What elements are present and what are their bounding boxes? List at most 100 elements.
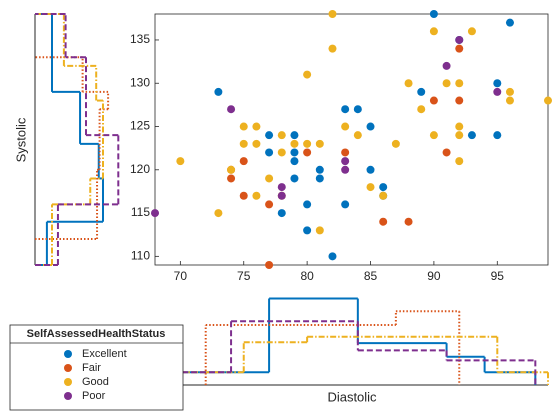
scatter-point (366, 122, 375, 131)
legend-marker (64, 364, 72, 372)
scatter-point (353, 131, 362, 140)
scatter-point (277, 148, 286, 157)
scatter-point (353, 105, 362, 114)
y-tick-label: 125 (130, 119, 150, 133)
plot-frame (154, 13, 549, 266)
y-axis-label: Systolic (13, 117, 28, 162)
scatter-point (341, 148, 350, 157)
scatter-point (328, 44, 337, 53)
scatter-point (252, 122, 261, 131)
legend-marker (64, 350, 72, 358)
scatter-point (493, 131, 502, 140)
y-tick-label: 120 (130, 162, 150, 176)
y-tick-label: 110 (131, 249, 150, 263)
scatter-point (429, 131, 438, 140)
scatter-point (379, 191, 388, 200)
legend-title: SelfAssessedHealthStatus (27, 328, 166, 340)
y-tick-label: 135 (130, 32, 150, 46)
x-tick-label: 90 (427, 269, 441, 283)
scatter-point (176, 157, 185, 166)
scatter-point (455, 35, 464, 44)
scatter-point (467, 27, 476, 36)
x-tick-label: 75 (237, 269, 251, 283)
scatter-point (328, 252, 337, 261)
legend-label: Excellent (82, 348, 127, 360)
legend-label: Good (82, 376, 109, 388)
scatter-point (366, 165, 375, 174)
scatter-point (315, 226, 324, 235)
x-tick-label: 80 (300, 269, 314, 283)
scatter-point (277, 191, 286, 200)
scatter-point (366, 183, 375, 192)
scatter-point (290, 174, 299, 183)
scatter-point (417, 105, 426, 114)
legend-label: Poor (82, 390, 106, 402)
scatter-point (290, 157, 299, 166)
scatter-point (341, 122, 350, 131)
scatter-point (290, 131, 299, 140)
scatter-point (505, 96, 514, 105)
scatter-point (341, 105, 350, 114)
scatter-point (265, 261, 274, 269)
scatter-point (303, 70, 312, 79)
scatter-point (290, 139, 299, 148)
scatter-point (265, 148, 274, 157)
scatter-point (493, 79, 502, 88)
scatter-point (404, 217, 413, 226)
scatter-point (303, 226, 312, 235)
scatter-point (277, 183, 286, 192)
scatter-point (277, 209, 286, 218)
x-tick-label: 85 (364, 269, 378, 283)
scatter-point (391, 139, 400, 148)
scatter-point (455, 79, 464, 88)
scatter-point (315, 174, 324, 183)
scatter-point (239, 191, 248, 200)
scatter-point (265, 174, 274, 183)
scatter-point (505, 18, 514, 27)
scatter-point (379, 217, 388, 226)
scatter-point (341, 157, 350, 166)
y-tick-label: 115 (131, 205, 150, 219)
scatter-point (493, 87, 502, 96)
x-tick-label: 70 (174, 269, 188, 283)
scatter-point (303, 139, 312, 148)
scatter-point (239, 122, 248, 131)
scatter-point (303, 200, 312, 209)
scatter-point (214, 87, 223, 96)
scatter-point (214, 209, 223, 218)
legend-label: Fair (82, 362, 101, 374)
x-tick-label: 95 (491, 269, 505, 283)
scatter-point (544, 96, 552, 105)
legend-marker (64, 392, 72, 400)
scatter-point (442, 148, 451, 157)
legend: SelfAssessedHealthStatus Excellent Fair Goo… (9, 324, 184, 411)
scatter-point (429, 96, 438, 105)
scatter-point (341, 200, 350, 209)
scatter-point (227, 165, 236, 174)
scatter-point (442, 79, 451, 88)
legend-marker (64, 378, 72, 386)
scatter-point (265, 200, 274, 209)
scatter-point (442, 61, 451, 70)
scatter-point (227, 105, 236, 114)
scatter-point (467, 131, 476, 140)
scatter-point (315, 165, 324, 174)
scatter-point (303, 148, 312, 157)
scatter-point (328, 10, 337, 18)
scatter-point (290, 148, 299, 157)
legend-box (9, 324, 184, 411)
y-tick-label: 130 (130, 75, 150, 89)
x-axis-label: Diastolic (327, 389, 377, 404)
scatter-point (239, 157, 248, 166)
scatter-point (429, 10, 438, 18)
scatter-point (455, 96, 464, 105)
scatter-point (227, 174, 236, 183)
scatter-point (151, 209, 159, 218)
scatter-point (277, 131, 286, 140)
scatter-point (455, 131, 464, 140)
scatter-point (429, 27, 438, 36)
scatter-point (455, 44, 464, 53)
scatter-point (252, 139, 261, 148)
scatter-point (315, 139, 324, 148)
